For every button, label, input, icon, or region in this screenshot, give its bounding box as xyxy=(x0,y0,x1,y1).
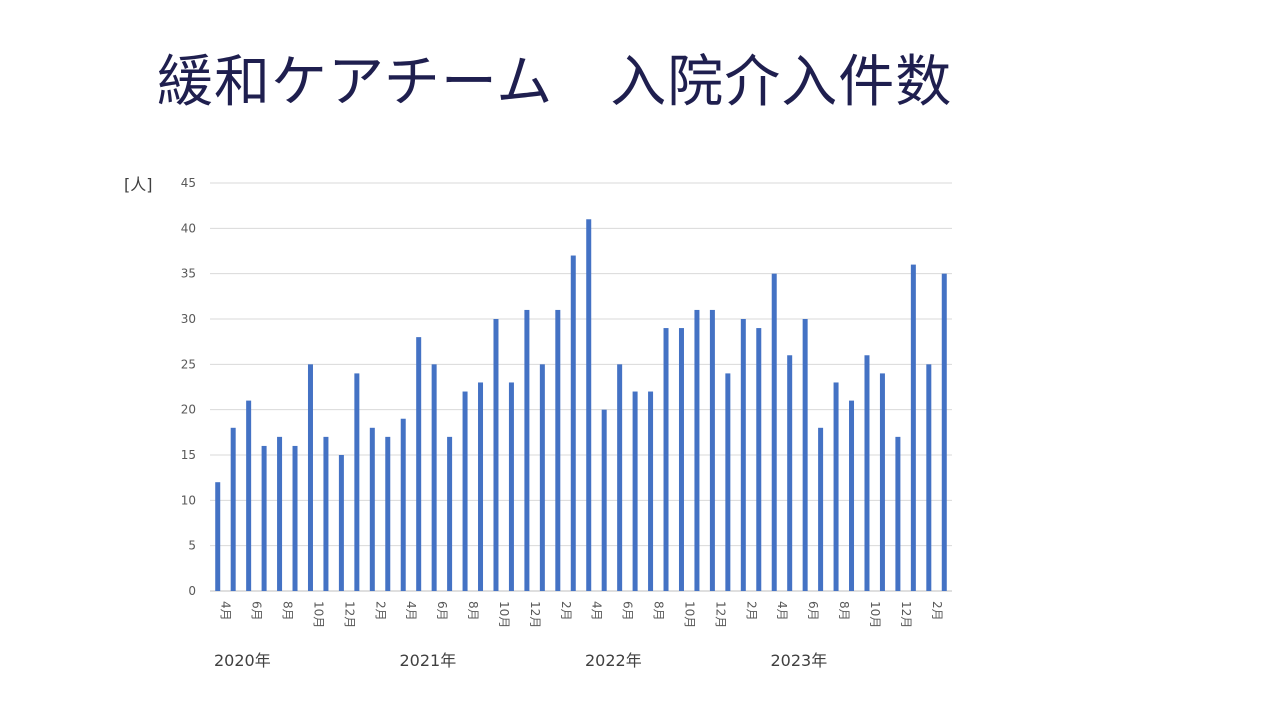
bar xyxy=(555,309,561,591)
bar xyxy=(215,482,221,591)
bar xyxy=(663,328,669,591)
year-label: 2023年 xyxy=(771,651,828,670)
bar xyxy=(323,436,329,591)
bar xyxy=(508,382,514,591)
y-tick-label: 35 xyxy=(181,267,196,281)
bar xyxy=(941,273,947,591)
bar xyxy=(570,255,576,592)
x-tick-label: 10月 xyxy=(868,601,882,628)
y-tick-label: 25 xyxy=(181,357,196,371)
bar xyxy=(617,364,623,591)
x-tick-label: 12月 xyxy=(342,601,356,628)
bar xyxy=(787,355,793,591)
bar xyxy=(818,427,824,591)
x-tick-label: 2月 xyxy=(559,601,573,621)
y-tick-label: 45 xyxy=(181,176,196,190)
x-tick-label: 8月 xyxy=(652,601,666,621)
bar xyxy=(246,400,252,591)
bar xyxy=(230,427,236,591)
x-tick-label: 8月 xyxy=(466,601,480,621)
bar xyxy=(895,436,901,591)
bar xyxy=(292,445,298,591)
x-tick-label: 12月 xyxy=(528,601,542,628)
bar xyxy=(601,409,607,591)
bar xyxy=(694,309,700,591)
x-tick-label: 6月 xyxy=(806,601,820,621)
x-tick-label: 12月 xyxy=(713,601,727,628)
x-tick-label: 6月 xyxy=(435,601,449,621)
y-tick-label: 20 xyxy=(181,403,196,417)
bar xyxy=(648,391,654,591)
bar xyxy=(400,418,406,591)
x-tick-label: 12月 xyxy=(899,601,913,628)
x-tick-label: 8月 xyxy=(837,601,851,621)
y-tick-label: 40 xyxy=(181,221,196,235)
year-label: 2021年 xyxy=(400,651,457,670)
x-tick-label: 4月 xyxy=(590,601,604,621)
bar xyxy=(338,455,344,591)
y-axis-unit: [人] xyxy=(124,175,153,194)
bar xyxy=(261,445,267,591)
bar xyxy=(354,373,360,591)
bar xyxy=(833,382,839,591)
bar xyxy=(277,436,283,591)
bar xyxy=(462,391,468,591)
x-tick-label: 2月 xyxy=(930,601,944,621)
bar xyxy=(307,364,313,591)
bar xyxy=(524,309,530,591)
bar xyxy=(369,427,375,591)
bar xyxy=(771,273,777,591)
y-tick-label: 10 xyxy=(181,493,196,507)
bar xyxy=(910,264,916,591)
x-tick-label: 6月 xyxy=(250,601,264,621)
year-label: 2022年 xyxy=(585,651,642,670)
x-tick-label: 10月 xyxy=(311,601,325,628)
x-tick-label: 4月 xyxy=(219,601,233,621)
bar xyxy=(447,436,453,591)
x-tick-label: 4月 xyxy=(775,601,789,621)
y-tick-label: 30 xyxy=(181,312,196,326)
x-tick-label: 10月 xyxy=(682,601,696,628)
bar xyxy=(431,364,437,591)
bar xyxy=(864,355,870,591)
slide-title: 緩和ケアチーム 入院介入件数 xyxy=(157,50,953,115)
x-tick-label: 2月 xyxy=(373,601,387,621)
y-tick-label: 0 xyxy=(188,584,196,598)
bar xyxy=(849,400,855,591)
bar xyxy=(416,337,422,591)
bar xyxy=(493,319,499,591)
y-tick-label: 5 xyxy=(188,539,196,553)
bar xyxy=(586,219,592,591)
bar xyxy=(802,319,808,591)
bar xyxy=(879,373,885,591)
y-tick-label: 15 xyxy=(181,448,196,462)
bar xyxy=(756,328,762,591)
year-label: 2020年 xyxy=(214,651,271,670)
x-tick-label: 10月 xyxy=(497,601,511,628)
bar xyxy=(678,328,684,591)
bar xyxy=(632,391,638,591)
bar xyxy=(478,382,484,591)
x-tick-label: 6月 xyxy=(621,601,635,621)
bar xyxy=(539,364,545,591)
x-tick-label: 4月 xyxy=(404,601,418,621)
bar xyxy=(740,319,746,591)
bar xyxy=(385,436,391,591)
x-tick-label: 8月 xyxy=(281,601,295,621)
bar xyxy=(709,309,715,591)
x-tick-label: 2月 xyxy=(744,601,758,621)
bar xyxy=(725,373,731,591)
bar xyxy=(926,364,932,591)
